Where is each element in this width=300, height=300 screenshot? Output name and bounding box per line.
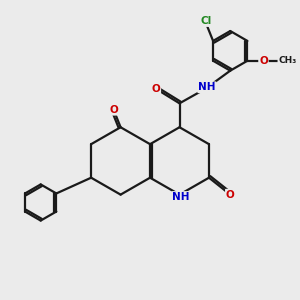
Text: O: O xyxy=(226,190,235,200)
Text: Cl: Cl xyxy=(200,16,212,26)
Text: O: O xyxy=(259,56,268,66)
Text: NH: NH xyxy=(198,82,216,92)
Text: CH₃: CH₃ xyxy=(278,56,296,65)
Text: O: O xyxy=(109,105,118,115)
Text: O: O xyxy=(152,84,160,94)
Text: NH: NH xyxy=(172,192,190,202)
